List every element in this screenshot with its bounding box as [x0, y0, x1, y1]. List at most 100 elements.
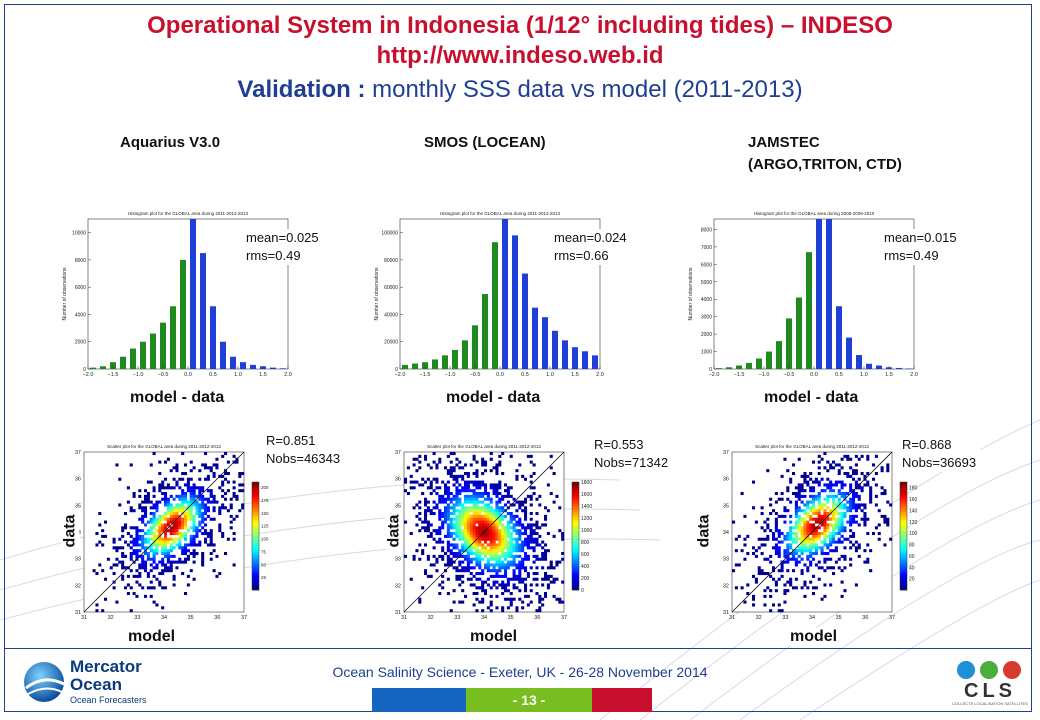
density-cell [189, 486, 193, 490]
density-cell [834, 517, 838, 521]
density-cell [129, 609, 133, 613]
density-cell [469, 537, 473, 541]
density-cell [866, 480, 870, 484]
density-cell [521, 540, 525, 544]
density-cell [461, 477, 465, 481]
density-cell [489, 563, 493, 567]
density-cell [466, 529, 470, 533]
density-cell [518, 549, 522, 553]
density-cell [461, 512, 465, 516]
density-cell [814, 480, 818, 484]
density-cell [532, 529, 536, 533]
density-cell [774, 549, 778, 553]
x-tick-label: 1.5 [885, 372, 893, 378]
density-cell [886, 500, 890, 504]
density-cell [486, 506, 490, 510]
density-cell [449, 469, 453, 473]
density-cell [512, 563, 516, 567]
density-cell [126, 592, 130, 596]
colorbar-tick-label: 80 [909, 543, 915, 549]
x-tick-label: −1.0 [759, 372, 770, 378]
density-cell [486, 497, 490, 501]
y-tick-label: 36 [75, 477, 81, 483]
histogram-bar [442, 355, 448, 369]
colorbar-step [900, 584, 907, 588]
density-cell [152, 512, 156, 516]
density-cell [438, 514, 442, 518]
density-cell [129, 557, 133, 561]
density-cell [172, 514, 176, 518]
x-tick-label: 37 [241, 615, 247, 621]
density-cell [506, 560, 510, 564]
density-cell [506, 577, 510, 581]
stat-rms: rms=0.66 [554, 248, 609, 263]
colorbar-step [900, 563, 907, 566]
density-cell [766, 572, 770, 576]
density-cell [874, 454, 878, 458]
density-cell [469, 546, 473, 550]
density-cell [129, 506, 133, 510]
density-cell [201, 489, 205, 493]
density-cell [809, 552, 813, 556]
density-cell [466, 494, 470, 498]
density-cell [426, 526, 430, 530]
density-cell [501, 552, 505, 556]
density-cell [521, 560, 525, 564]
density-cell [803, 520, 807, 524]
density-cell [201, 512, 205, 516]
stats-scatter-smos: R=0.553 Nobs=71342 [590, 436, 673, 472]
density-cell [549, 580, 553, 584]
density-cell [541, 552, 545, 556]
stat-mean: mean=0.015 [884, 230, 957, 245]
density-cell [809, 563, 813, 567]
density-cell [541, 523, 545, 527]
density-cell [501, 540, 505, 544]
density-cell [806, 546, 810, 550]
stat-nobs: Nobs=71342 [594, 455, 669, 470]
density-cell [478, 540, 482, 544]
histogram-bar [130, 348, 136, 369]
density-cell [481, 597, 485, 601]
density-cell [441, 586, 445, 590]
density-cell [469, 577, 473, 581]
x-tick-label: 31 [81, 615, 87, 621]
density-cell [849, 563, 853, 567]
density-cell [472, 534, 476, 538]
density-cell [141, 543, 145, 547]
density-cell [129, 569, 133, 573]
colorbar-step [572, 522, 579, 526]
density-cell [529, 532, 533, 536]
density-cell [98, 540, 102, 544]
density-cell [512, 557, 516, 561]
density-cell [478, 520, 482, 524]
density-cell [512, 517, 516, 521]
density-cell [206, 532, 210, 536]
density-cell [452, 517, 456, 521]
density-cell [814, 520, 818, 524]
density-cell [426, 506, 430, 510]
density-cell [774, 583, 778, 587]
density-cell [757, 569, 761, 573]
slide-url[interactable]: http://www.indeso.web.id [376, 42, 664, 69]
density-cell [535, 526, 539, 530]
density-cell [184, 472, 188, 476]
density-cell [484, 514, 488, 518]
density-cell [834, 512, 838, 516]
density-cell [743, 543, 747, 547]
density-cell [492, 466, 496, 470]
density-cell [803, 526, 807, 530]
density-cell [404, 554, 408, 558]
density-cell [446, 506, 450, 510]
colorbar-step [900, 576, 907, 580]
density-cell [829, 509, 833, 513]
density-cell [809, 580, 813, 584]
density-cell [812, 497, 816, 501]
density-cell [535, 537, 539, 541]
colorbar-step [252, 560, 259, 564]
density-cell [112, 563, 116, 567]
density-cell [181, 534, 185, 538]
scatter-density [732, 452, 893, 613]
density-cell [209, 534, 213, 538]
density-cell [794, 520, 798, 524]
density-cell [464, 500, 468, 504]
